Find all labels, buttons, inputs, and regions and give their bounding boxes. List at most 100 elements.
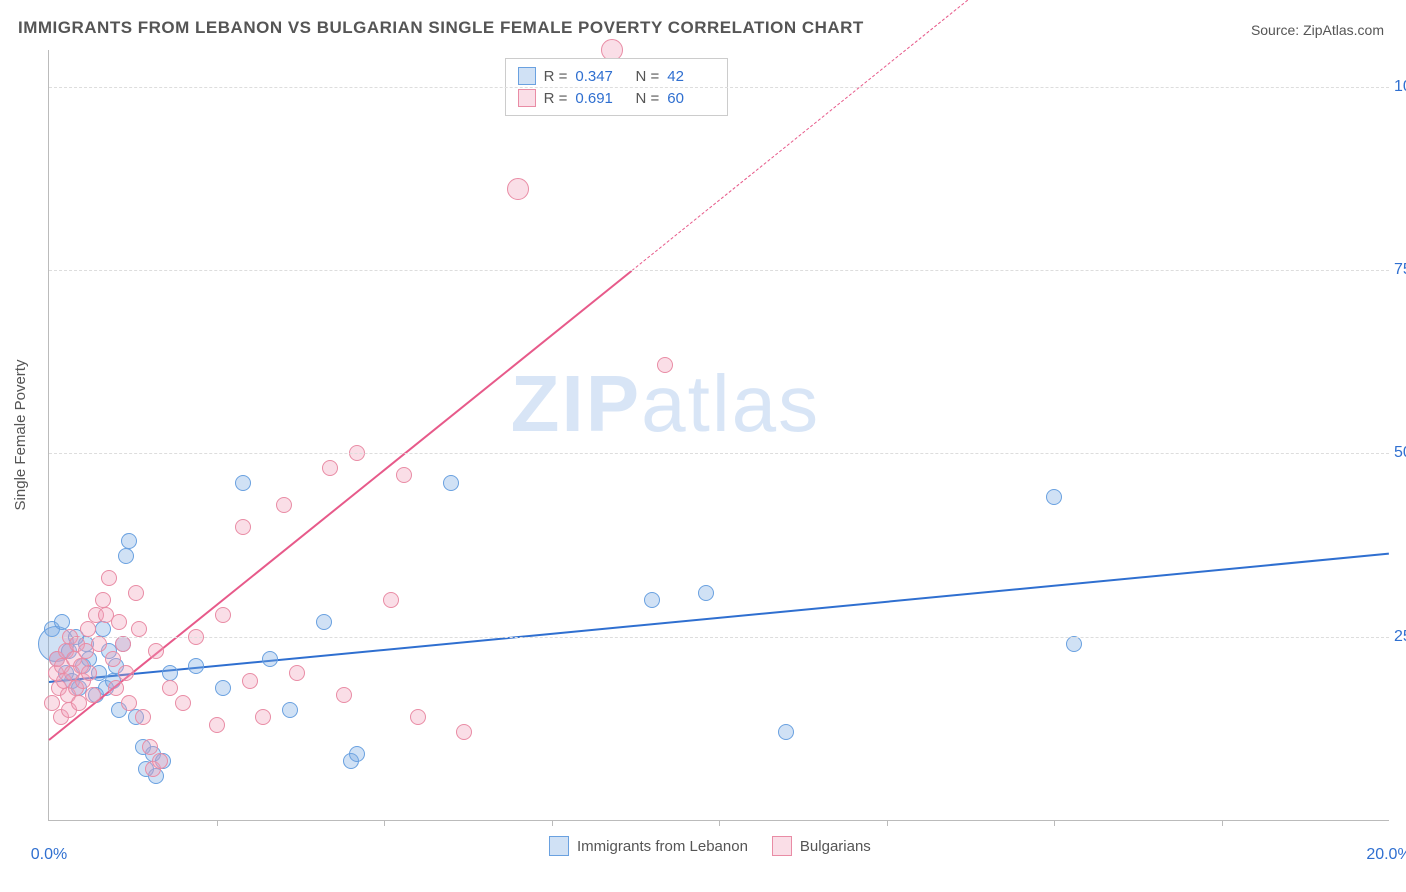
x-tick — [1054, 820, 1055, 826]
legend-swatch-bulgarians — [518, 89, 536, 107]
data-point-bulgarians — [507, 178, 529, 200]
data-point-lebanon — [54, 614, 70, 630]
trend-line — [49, 552, 1389, 682]
chart-plot-area: ZIPatlas R =0.347 N =42R =0.691 N =60 Im… — [48, 50, 1389, 821]
data-point-bulgarians — [162, 680, 178, 696]
data-point-bulgarians — [128, 585, 144, 601]
y-tick-label: 75.0% — [1394, 261, 1406, 279]
x-tick — [1222, 820, 1223, 826]
data-point-bulgarians — [142, 739, 158, 755]
data-point-bulgarians — [255, 709, 271, 725]
data-point-bulgarians — [396, 467, 412, 483]
data-point-bulgarians — [235, 519, 251, 535]
gridline — [49, 453, 1389, 454]
x-tick — [719, 820, 720, 826]
legend-swatch-bulgarians — [772, 836, 792, 856]
data-point-bulgarians — [322, 460, 338, 476]
x-tick — [384, 820, 385, 826]
trend-line — [48, 270, 632, 741]
data-point-bulgarians — [101, 570, 117, 586]
scatter-plot-layer — [49, 50, 1389, 820]
y-tick-label: 25.0% — [1394, 628, 1406, 646]
data-point-bulgarians — [115, 636, 131, 652]
n-label: N = — [631, 68, 659, 85]
data-point-bulgarians — [148, 643, 164, 659]
data-point-bulgarians — [152, 753, 168, 769]
n-label: N = — [631, 90, 659, 107]
legend-item-bulgarians: Bulgarians — [772, 836, 871, 856]
data-point-bulgarians — [657, 357, 673, 373]
data-point-lebanon — [235, 475, 251, 491]
trend-line — [632, 0, 988, 271]
n-value: 42 — [667, 68, 715, 85]
r-value: 0.347 — [575, 68, 623, 85]
data-point-bulgarians — [242, 673, 258, 689]
data-point-bulgarians — [410, 709, 426, 725]
legend-label: Immigrants from Lebanon — [577, 838, 748, 855]
data-point-lebanon — [95, 621, 111, 637]
data-point-bulgarians — [209, 717, 225, 733]
data-point-bulgarians — [121, 695, 137, 711]
x-axis-max-label: 20.0% — [1366, 846, 1406, 864]
r-label: R = — [544, 68, 568, 85]
data-point-bulgarians — [111, 614, 127, 630]
r-label: R = — [544, 90, 568, 107]
y-axis-label: Single Female Poverty — [12, 360, 29, 511]
data-point-bulgarians — [383, 592, 399, 608]
y-tick-label: 50.0% — [1394, 444, 1406, 462]
data-point-lebanon — [282, 702, 298, 718]
data-point-bulgarians — [276, 497, 292, 513]
stats-row-bulgarians: R = 0.691 N = 60 — [518, 87, 716, 109]
x-axis-min-label: 0.0% — [31, 846, 67, 864]
data-point-bulgarians — [95, 592, 111, 608]
data-point-lebanon — [443, 475, 459, 491]
data-point-bulgarians — [118, 665, 134, 681]
data-point-bulgarians — [456, 724, 472, 740]
data-point-lebanon — [188, 658, 204, 674]
data-point-bulgarians — [44, 695, 60, 711]
legend-swatch-lebanon — [549, 836, 569, 856]
data-point-bulgarians — [108, 680, 124, 696]
chart-title: IMMIGRANTS FROM LEBANON VS BULGARIAN SIN… — [18, 18, 864, 38]
x-tick — [217, 820, 218, 826]
source-attribution: Source: ZipAtlas.com — [1251, 22, 1384, 38]
r-value: 0.691 — [575, 90, 623, 107]
gridline — [49, 270, 1389, 271]
data-point-lebanon — [121, 533, 137, 549]
series-legend: Immigrants from Lebanon Bulgarians — [549, 836, 871, 856]
source-prefix: Source: — [1251, 22, 1303, 38]
data-point-lebanon — [162, 665, 178, 681]
data-point-bulgarians — [175, 695, 191, 711]
legend-item-lebanon: Immigrants from Lebanon — [549, 836, 748, 856]
n-value: 60 — [667, 90, 715, 107]
data-point-lebanon — [118, 548, 134, 564]
y-tick-label: 100.0% — [1394, 78, 1406, 96]
legend-label: Bulgarians — [800, 838, 871, 855]
data-point-lebanon — [778, 724, 794, 740]
data-point-bulgarians — [85, 687, 101, 703]
gridline — [49, 637, 1389, 638]
x-tick — [887, 820, 888, 826]
data-point-lebanon — [262, 651, 278, 667]
data-point-lebanon — [349, 746, 365, 762]
source-name: ZipAtlas.com — [1303, 22, 1384, 38]
data-point-bulgarians — [131, 621, 147, 637]
data-point-bulgarians — [336, 687, 352, 703]
stats-row-lebanon: R = 0.347 N = 42 — [518, 65, 716, 87]
data-point-lebanon — [698, 585, 714, 601]
data-point-bulgarians — [91, 636, 107, 652]
data-point-lebanon — [644, 592, 660, 608]
data-point-bulgarians — [135, 709, 151, 725]
data-point-bulgarians — [81, 665, 97, 681]
data-point-lebanon — [215, 680, 231, 696]
data-point-lebanon — [1046, 489, 1062, 505]
data-point-lebanon — [1066, 636, 1082, 652]
legend-swatch-lebanon — [518, 67, 536, 85]
x-tick — [552, 820, 553, 826]
data-point-lebanon — [316, 614, 332, 630]
data-point-bulgarians — [80, 621, 96, 637]
data-point-bulgarians — [105, 651, 121, 667]
data-point-bulgarians — [289, 665, 305, 681]
gridline — [49, 87, 1389, 88]
data-point-bulgarians — [215, 607, 231, 623]
